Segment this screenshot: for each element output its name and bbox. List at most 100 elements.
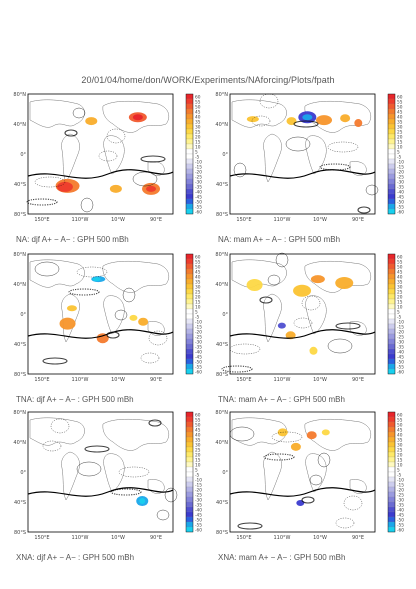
colorbar-swatch <box>185 273 194 280</box>
colorbar-tick-label: 20 <box>195 135 201 141</box>
colorbar-swatch <box>185 491 194 498</box>
colorbar-tick-label: -15 <box>195 483 202 489</box>
colorbar-tick-label: -35 <box>195 503 202 509</box>
colorbar-swatch <box>185 431 194 438</box>
colorbar-swatch <box>387 143 396 150</box>
colorbar-tick-label: 50 <box>397 105 403 111</box>
colorbar-tick-label: -5 <box>397 315 402 321</box>
lat-tick-label: 40°N <box>215 122 228 128</box>
colorbar-swatch <box>387 208 396 215</box>
colorbar-swatch <box>387 338 396 345</box>
colorbar-tick-label: -30 <box>195 180 202 186</box>
colorbar-swatch <box>387 258 396 265</box>
colorbar-tick-label: 30 <box>397 125 403 131</box>
colorbar-swatch <box>185 188 194 195</box>
colorbar-swatch <box>185 506 194 513</box>
colorbar-tick-label: -50 <box>195 518 202 524</box>
lon-tick-label: 110°W <box>274 535 291 541</box>
colorbar-tick-label: 45 <box>397 270 403 276</box>
colorbar-tick-label: -60 <box>195 528 202 534</box>
colorbar-swatch <box>185 208 194 215</box>
panel-caption: NA: djf A+ − A− : GPH 500 mBh <box>16 235 129 244</box>
colorbar-swatch <box>185 258 194 265</box>
colorbar-tick-label: 15 <box>397 140 403 146</box>
colorbar-swatch <box>185 358 194 365</box>
colorbar-swatch <box>185 441 194 448</box>
lon-tick-label: 110°W <box>274 377 291 383</box>
colorbar-swatch <box>387 363 396 370</box>
colorbar-swatch <box>387 318 396 325</box>
colorbar-tick-label: 50 <box>397 265 403 271</box>
colorbar-tick-label: -50 <box>397 518 404 524</box>
colorbar-tick-label: 55 <box>195 260 201 266</box>
colorbar-tick-label: -5 <box>195 155 200 161</box>
colorbar-tick-label: -60 <box>195 210 202 216</box>
colorbar-tick-label: 55 <box>397 260 403 266</box>
colorbar-tick-label: -50 <box>397 200 404 206</box>
lon-tick-label: 90°E <box>352 217 364 223</box>
lon-tick-label: 150°E <box>34 377 49 383</box>
colorbar-swatch <box>185 411 194 418</box>
panel-caption: XNA: mam A+ − A− : GPH 500 mBh <box>218 553 346 562</box>
colorbar-swatch <box>387 451 396 458</box>
colorbar-swatch <box>387 461 396 468</box>
colorbar-swatch <box>185 178 194 185</box>
colorbar-tick-label: 25 <box>195 130 201 136</box>
lon-tick-label: 10°W <box>313 217 327 223</box>
colorbar-swatch <box>185 143 194 150</box>
colorbar-tick-label: -40 <box>195 350 202 356</box>
colorbar-tick-label: -25 <box>195 335 202 341</box>
colorbar-tick-label: -10 <box>195 478 202 484</box>
colorbar-swatch <box>387 506 396 513</box>
colorbar-swatch <box>387 481 396 488</box>
colorbar-swatch <box>387 168 396 175</box>
colorbar-swatch <box>387 93 396 100</box>
colorbar-swatch <box>185 421 194 428</box>
colorbar-swatch <box>185 481 194 488</box>
colorbar-tick-label: 50 <box>397 423 403 429</box>
colorbar-swatch <box>185 293 194 300</box>
colorbar-swatch <box>387 263 396 270</box>
colorbar-tick-label: 60 <box>195 95 201 101</box>
colorbar-swatch <box>185 203 194 210</box>
colorbar-swatch <box>185 486 194 493</box>
colorbar-tick-label: -35 <box>195 185 202 191</box>
colorbar-tick-label: -25 <box>397 335 404 341</box>
colorbar-tick-label: -20 <box>195 170 202 176</box>
colorbar-swatch <box>387 293 396 300</box>
colorbar-tick-label: -20 <box>397 330 404 336</box>
colorbar-swatch <box>185 288 194 295</box>
colorbar-tick-label: -35 <box>397 185 404 191</box>
colorbar-swatch <box>185 118 194 125</box>
colorbar-tick-label: -15 <box>397 483 404 489</box>
colorbar-tick-label: -55 <box>397 205 404 211</box>
colorbar-tick-label: -10 <box>397 320 404 326</box>
colorbar-swatch <box>387 198 396 205</box>
colorbar-tick-label: 5 <box>195 150 198 156</box>
lat-tick-label: 0° <box>222 152 228 158</box>
colorbar-swatch <box>185 323 194 330</box>
colorbar-tick-label: -35 <box>397 345 404 351</box>
colorbar-tick-label: 25 <box>195 290 201 296</box>
colorbar-tick-label: -55 <box>195 205 202 211</box>
colorbar-tick-label: 20 <box>195 295 201 301</box>
colorbar-tick-label: 25 <box>397 130 403 136</box>
colorbar-swatch <box>387 108 396 115</box>
colorbar-swatch <box>185 298 194 305</box>
colorbar-tick-label: 45 <box>397 428 403 434</box>
colorbar-tick-label: -60 <box>195 370 202 376</box>
colorbar-tick-label: 60 <box>397 413 403 419</box>
lon-tick-label: 150°E <box>236 217 251 223</box>
colorbar-swatch <box>387 358 396 365</box>
colorbar-tick-label: 35 <box>397 280 403 286</box>
colorbar-swatch <box>185 193 194 200</box>
colorbar-swatch <box>387 446 396 453</box>
colorbar-tick-label: 45 <box>397 110 403 116</box>
colorbar-tick-label: 30 <box>397 285 403 291</box>
colorbar-swatch <box>185 353 194 360</box>
colorbar-swatch <box>387 333 396 340</box>
colorbar-tick-label: 55 <box>195 418 201 424</box>
page-header-path: 20/01/04/home/don/WORK/Experiments/NAfor… <box>81 75 335 85</box>
colorbar-tick-label: -25 <box>195 175 202 181</box>
colorbar-swatch <box>387 353 396 360</box>
